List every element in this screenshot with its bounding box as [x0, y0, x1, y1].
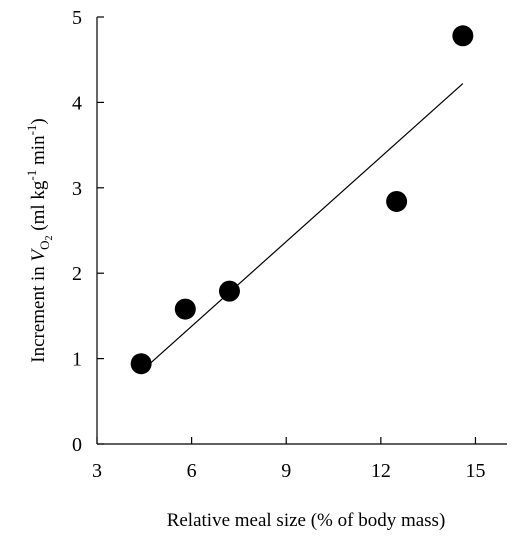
- x-tick-label: 9: [281, 460, 291, 482]
- regression-line: [140, 83, 464, 372]
- data-point: [218, 280, 240, 302]
- y-title-unit-mid: min: [28, 135, 49, 170]
- x-tick-label: 12: [371, 460, 391, 482]
- x-axis-title: Relative meal size (% of body mass): [167, 510, 446, 531]
- data-point: [452, 25, 474, 47]
- y-axis-title: Increment in VO2 (ml kg-1 min-1): [24, 118, 55, 363]
- x-tick-label: 6: [187, 460, 197, 482]
- y-tick-label: 0: [72, 434, 82, 456]
- y-tick-label: 4: [72, 92, 82, 114]
- y-title-exp2: -1: [24, 125, 39, 136]
- y-title-unit-open: (ml kg: [28, 180, 49, 235]
- axes: [96, 17, 507, 445]
- x-tick-label: 15: [465, 460, 485, 482]
- data-point: [130, 353, 152, 375]
- y-title-symbol: V: [28, 247, 49, 261]
- y-title-symbol-sub2: 2: [44, 235, 55, 240]
- y-title-symbol-sub: O: [37, 240, 52, 249]
- data-point: [386, 190, 408, 212]
- y-tick-label: 3: [72, 178, 82, 200]
- y-title-unit-close: ): [28, 118, 49, 124]
- x-tick-label: 3: [92, 460, 102, 482]
- y-title-exp1: -1: [24, 170, 39, 181]
- y-tick-label: 2: [72, 263, 82, 285]
- y-title-prefix: Increment in: [28, 261, 49, 362]
- y-tick-label: 1: [72, 349, 82, 371]
- data-point: [174, 298, 196, 320]
- data-points: [130, 25, 474, 375]
- y-tick-label: 5: [72, 7, 82, 29]
